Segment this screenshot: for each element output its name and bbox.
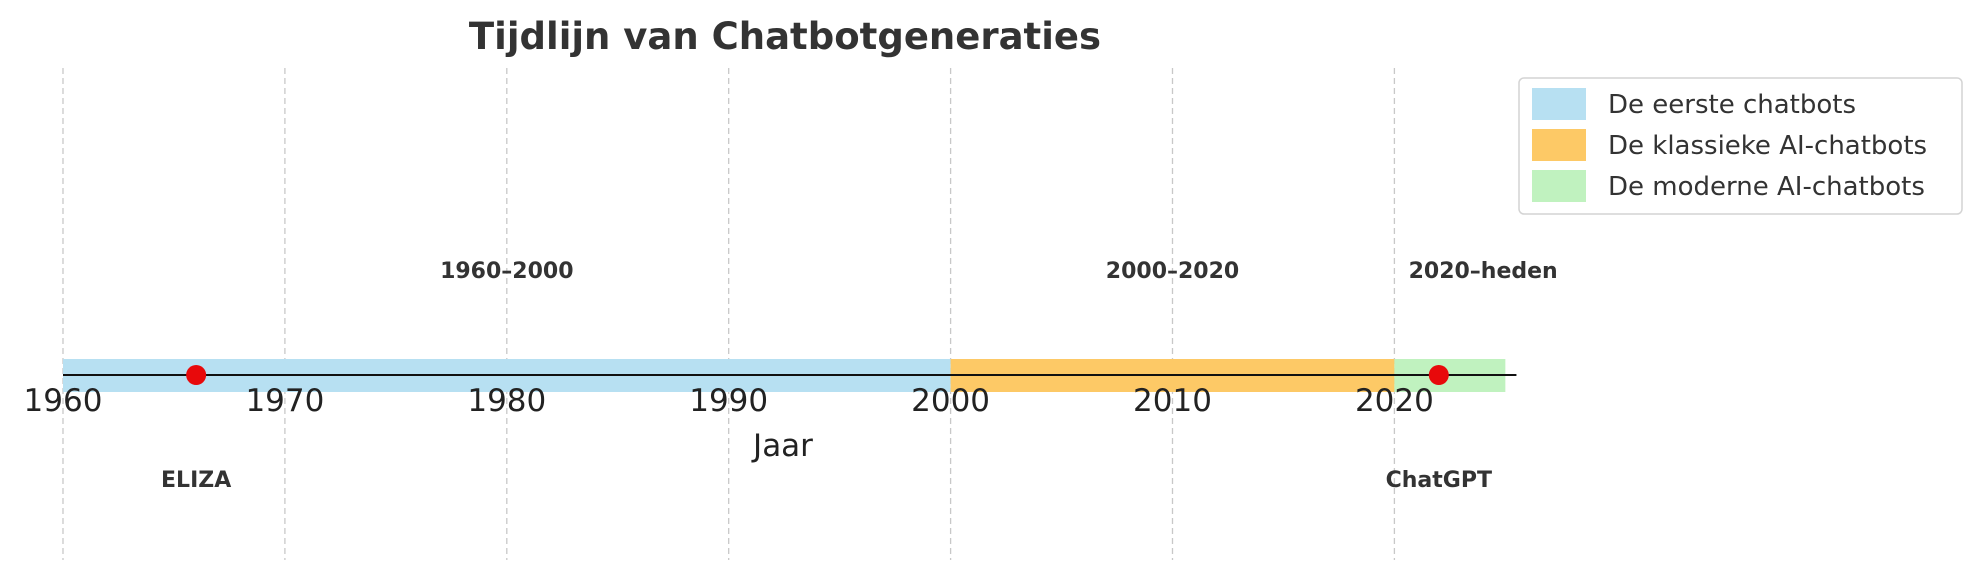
x-tick-label-2020: 2020 (1355, 383, 1434, 419)
x-tick-label-1990: 1990 (689, 383, 768, 419)
period-label-2: 2000–2020 (1106, 259, 1239, 284)
legend-entry-1: De eerste chatbots (1608, 90, 1856, 120)
event-marker-chatgpt (1428, 365, 1449, 385)
event-markers: ELIZA ChatGPT (161, 365, 1492, 493)
legend-frame (1518, 77, 1963, 215)
x-axis: 1960 1970 1980 1990 2000 2010 2020 (24, 374, 1517, 419)
legend-swatch-1 (1532, 88, 1586, 120)
period-label-3: 2020–heden (1409, 259, 1558, 284)
x-tick-label-2000: 2000 (911, 383, 990, 419)
legend-entry-2: De klassieke AI-chatbots (1608, 131, 1927, 161)
legend: De eerste chatbots De klassieke AI-chatbo… (1518, 77, 1963, 215)
legend-swatch-3 (1532, 170, 1586, 202)
event-label-eliza: ELIZA (161, 468, 231, 493)
grid-lines (62, 68, 1396, 560)
x-tick-label-1970: 1970 (245, 383, 324, 419)
event-marker-eliza (186, 365, 207, 385)
period-bars: 1960–2000 2000–2020 2020–heden (63, 259, 1558, 392)
period-label-1: 1960–2000 (440, 259, 573, 284)
x-tick-label-1960: 1960 (24, 383, 103, 419)
x-tick-label-1980: 1980 (467, 383, 546, 419)
legend-entry-3: De moderne AI-chatbots (1608, 172, 1925, 202)
chart-title: Tijdlijn van Chatbotgeneraties (469, 15, 1101, 58)
x-tick-label-2010: 2010 (1133, 383, 1212, 419)
event-label-chatgpt: ChatGPT (1386, 468, 1492, 493)
legend-swatch-2 (1532, 129, 1586, 161)
x-axis-label: Jaar (751, 428, 813, 464)
